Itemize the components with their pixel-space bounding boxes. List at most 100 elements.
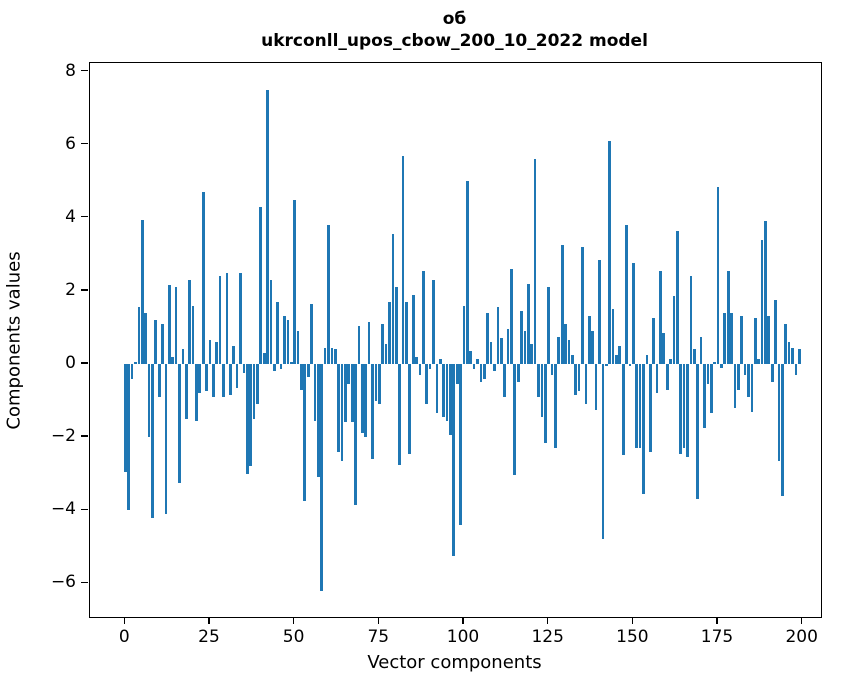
bar	[601, 364, 605, 540]
y-tick-label: 6	[65, 133, 76, 154]
bar	[632, 263, 635, 364]
bar	[377, 364, 381, 405]
bar	[293, 199, 296, 364]
bar	[740, 316, 744, 364]
bar	[418, 364, 422, 375]
bar	[289, 362, 293, 364]
bar	[350, 364, 354, 423]
bar	[720, 364, 723, 368]
bar	[222, 364, 225, 397]
bar	[323, 347, 327, 364]
x-tick-label: 50	[282, 627, 305, 647]
bar	[445, 364, 449, 421]
bar	[516, 364, 520, 383]
x-tick-label: 100	[446, 627, 480, 647]
bar	[499, 338, 503, 364]
bar	[682, 364, 686, 449]
bar	[354, 364, 357, 505]
x-tick-label: 150	[616, 627, 649, 647]
bar	[123, 364, 127, 472]
bar	[137, 307, 141, 364]
bar	[371, 364, 374, 460]
bar	[174, 287, 178, 364]
bar	[394, 287, 398, 364]
bar	[249, 364, 252, 467]
bar	[672, 296, 676, 364]
bar	[212, 364, 215, 397]
bar	[357, 325, 361, 364]
bar	[344, 364, 347, 423]
bar	[659, 270, 662, 364]
bar	[225, 272, 229, 364]
chart-title-model: ukrconll_upos_cbow_200_10_2022 model	[261, 31, 648, 51]
bar	[628, 364, 632, 366]
bar	[625, 225, 628, 364]
bar	[164, 364, 168, 514]
bar	[167, 285, 171, 364]
bar	[425, 364, 429, 405]
plot-area	[89, 62, 822, 618]
bar	[276, 301, 280, 364]
bar	[513, 364, 517, 476]
bar	[259, 206, 263, 364]
x-tick-mark	[631, 617, 633, 625]
bar	[191, 305, 195, 364]
bar	[215, 342, 219, 364]
bar	[794, 364, 798, 375]
bar	[679, 364, 683, 454]
y-tick-label: 4	[65, 206, 76, 227]
bar	[381, 323, 385, 364]
bar	[130, 364, 134, 379]
bar	[652, 318, 655, 364]
y-axis-label: Components values	[3, 251, 25, 430]
bar	[269, 279, 273, 364]
bar	[696, 364, 700, 500]
bar	[699, 336, 703, 364]
x-tick-label: 25	[198, 627, 220, 647]
bar	[228, 364, 232, 396]
bar	[676, 230, 679, 364]
bar	[303, 364, 307, 502]
bar	[723, 312, 727, 364]
bar	[584, 364, 588, 405]
bar	[489, 342, 493, 364]
bar	[391, 234, 395, 364]
bar	[686, 364, 689, 458]
bar	[764, 221, 767, 364]
bar	[462, 305, 466, 364]
y-tick-label: −2	[50, 426, 76, 447]
y-tick-mark	[81, 289, 88, 291]
bar	[635, 364, 639, 449]
bar	[347, 364, 351, 385]
bar	[384, 343, 388, 364]
bar	[692, 349, 696, 364]
bar	[184, 364, 188, 419]
bar	[733, 364, 737, 408]
bar	[388, 301, 391, 364]
bar	[760, 239, 764, 364]
bar	[503, 364, 506, 397]
bar	[279, 364, 283, 370]
bar	[662, 332, 666, 364]
bar	[438, 358, 442, 364]
bar	[703, 364, 706, 428]
bar	[598, 259, 601, 364]
bar	[367, 321, 371, 364]
bar	[530, 343, 534, 364]
bar	[161, 323, 164, 364]
bar	[428, 364, 432, 370]
bar	[144, 312, 147, 364]
bar	[581, 247, 584, 364]
bar	[320, 364, 324, 591]
chart-title: об ukrconll_upos_cbow_200_10_2022 model	[89, 8, 820, 52]
bar	[706, 364, 710, 385]
bar	[564, 323, 567, 364]
bar	[313, 364, 317, 421]
bar	[432, 279, 435, 364]
bar	[178, 364, 181, 483]
bar	[405, 301, 408, 364]
x-tick-label: 75	[367, 627, 390, 647]
y-tick-label: 2	[65, 279, 76, 300]
bar	[300, 364, 303, 390]
bar	[520, 311, 523, 364]
